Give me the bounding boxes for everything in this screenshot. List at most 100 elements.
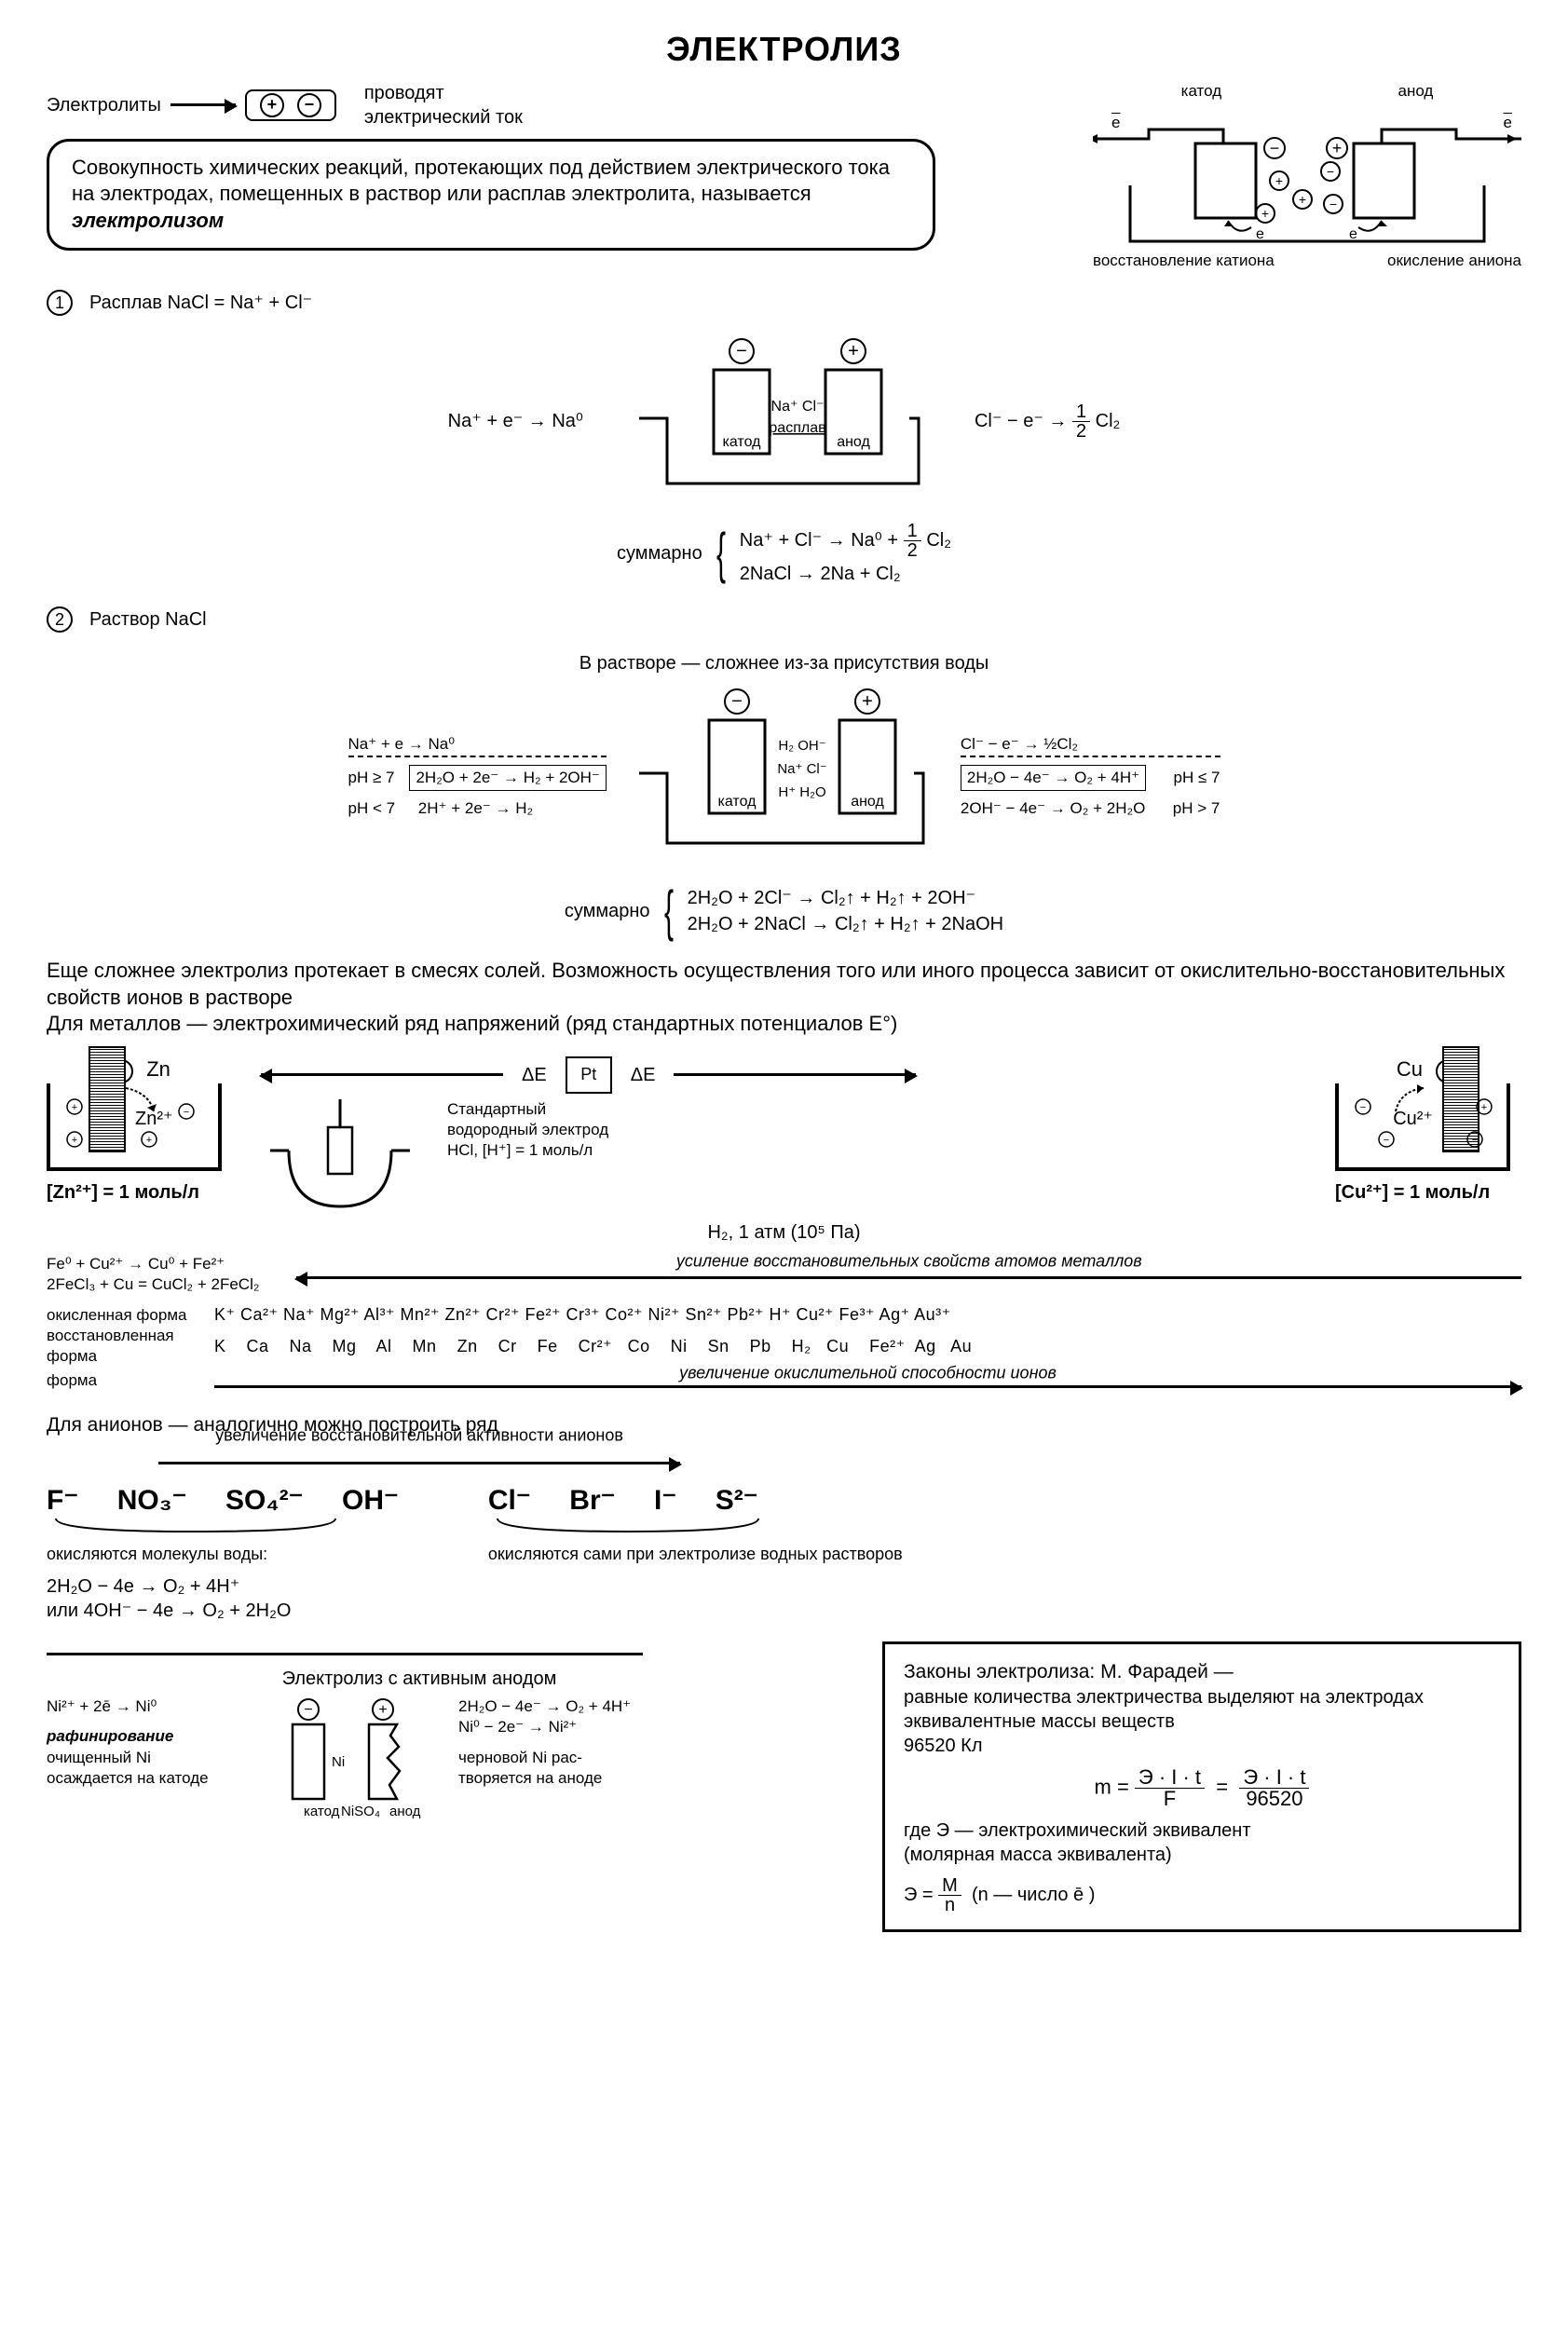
svg-text:H⁺ H₂O: H⁺ H₂O <box>778 784 825 800</box>
svg-text:e: e <box>1256 226 1264 242</box>
case2-sum-stack: 2H₂O + 2Cl⁻ → Cl₂↑ + H₂↑ + 2OH⁻ 2H₂O + 2… <box>688 884 1004 938</box>
case2-sum-label: суммарно <box>565 899 650 923</box>
case1-sum-label: суммарно <box>617 541 702 565</box>
cu-conc: [Cu²⁺] = 1 моль/л <box>1335 1180 1521 1205</box>
case1-anode-eq: Cl⁻ − e⁻ → 12 Cl₂ <box>975 402 1120 441</box>
brace-icon-2: { <box>664 883 674 939</box>
para3-line2: Для металлов — электрохимический ряд нап… <box>47 1011 1521 1038</box>
conduct2: электрический ток <box>364 105 523 129</box>
conduct-text: проводят электрический ток <box>364 81 523 129</box>
case1-number-icon: 1 <box>47 290 73 316</box>
svg-text:катод: катод <box>304 1804 340 1819</box>
anion-eq2: или 4OH⁻ − 4e → O₂ + 2H₂O <box>47 1599 1521 1623</box>
case2-cath-col: Na⁺ + e → Na⁰ pH ≥ 7 2H₂O + 2e⁻ → H₂ + 2… <box>348 734 607 819</box>
pt-electrode: Pt <box>566 1056 612 1094</box>
faraday-laws-box: Законы электролиза: М. Фарадей — равные … <box>882 1641 1521 1931</box>
laws-line1: равные количества электричества выделяют… <box>904 1685 1500 1734</box>
laws-line2b: (молярная масса эквивалента) <box>904 1843 1500 1867</box>
svg-text:анод: анод <box>389 1804 421 1819</box>
svg-text:Na⁺ Cl⁻: Na⁺ Cl⁻ <box>777 761 826 777</box>
anion-section: Для анионов — аналогично можно построить… <box>47 1412 1521 1624</box>
e-bar-right: e <box>1504 113 1512 133</box>
svg-text:−: − <box>1360 1102 1366 1113</box>
case2-title: Раствор NaCl <box>89 607 207 632</box>
case2-caption: В растворе — сложнее из-за присутствия в… <box>47 651 1521 675</box>
definition-text: Совокупность химических реакций, протека… <box>72 156 890 206</box>
svg-text:+: + <box>1332 139 1343 157</box>
laws-const: 96520 Кл <box>904 1734 1500 1758</box>
svg-text:+: + <box>862 691 873 712</box>
svg-text:+: + <box>1261 206 1269 221</box>
definition-box: Совокупность химических реакций, протека… <box>47 139 935 251</box>
svg-text:−: − <box>1270 139 1280 157</box>
cu-cell: Cu − Cu²⁺ − − − + [Cu²⁺] = 1 моль/л <box>1335 1056 1521 1205</box>
active-anode-title: Электролиз с активным анодом <box>47 1667 792 1691</box>
case2-cell: − + катод анод H₂ OH⁻ Na⁺ Cl⁻ H⁺ H₂O <box>634 685 933 868</box>
laws-line2: где Э — электрохимический эквивалент <box>904 1818 1500 1843</box>
svg-text:анод: анод <box>851 794 884 810</box>
case1-sum-stack: Na⁺ + Cl⁻ → Na⁰ + 12 Cl₂ 2NaCl → 2Na + C… <box>740 520 951 588</box>
top-row: Электролиты + − проводят электрический т… <box>47 81 1521 271</box>
page-title: ЭЛЕКТРОЛИЗ <box>47 28 1521 72</box>
svg-text:−: − <box>1384 1135 1389 1146</box>
arrow-icon <box>170 103 236 106</box>
electrolytes-label: Электролиты <box>47 93 161 117</box>
metal-series-row: + Zn Zn²⁺ + + + − [Zn²⁺] = 1 моль/л ΔE P… <box>47 1056 1521 1245</box>
series-bottom: Fe⁰ + Cu²⁺ → Cu⁰ + Fe²⁺ 2FeCl₃ + Cu = Cu… <box>47 1254 1521 1394</box>
zn-cell: + Zn Zn²⁺ + + + − [Zn²⁺] = 1 моль/л <box>47 1056 233 1205</box>
svg-text:−: − <box>736 341 747 361</box>
case1-cell: − + катод анод Na⁺ Cl⁻ расплав <box>630 334 928 509</box>
case2-an-col: Cl⁻ − e⁻ → ½Cl₂ 2H₂O − 4e⁻ → O₂ + 4H⁺ pH… <box>961 734 1220 819</box>
svg-text:−: − <box>1327 164 1334 179</box>
mixture-paragraph: Еще сложнее электролиз протекает в смеся… <box>47 958 1521 1038</box>
active-anode-block: Электролиз с активным анодом Ni²⁺ + 2ē →… <box>47 1641 792 1833</box>
minus-icon: − <box>297 93 321 117</box>
svg-text:анод: анод <box>837 434 870 450</box>
reduction-label: восстановление катиона <box>1093 251 1275 271</box>
cell-diagram-top: катод анод − + + − + <box>1093 81 1521 271</box>
svg-text:+: + <box>72 1135 77 1146</box>
svg-text:NiSO₄: NiSO₄ <box>341 1804 380 1819</box>
case2-number-icon: 2 <box>47 606 73 633</box>
svg-text:+: + <box>378 1702 387 1718</box>
ni-diagram: − + Ni катод NiSO₄ анод <box>257 1696 443 1833</box>
svg-text:+: + <box>72 1102 77 1113</box>
svg-text:+: + <box>1299 192 1306 207</box>
bottom-row: Электролиз с активным анодом Ni²⁺ + 2ē →… <box>47 1641 1521 1931</box>
catlabel: катод <box>722 434 761 450</box>
case1-title: Расплав NaCl = Na⁺ + Cl⁻ <box>89 291 312 315</box>
svg-text:Ni: Ni <box>332 1754 345 1770</box>
svg-text:−: − <box>1472 1135 1478 1146</box>
anion-eq1: 2H₂O − 4e → O₂ + 4H⁺ <box>47 1574 1521 1599</box>
definition-emphasis: электролизом <box>72 209 224 232</box>
svg-text:e: e <box>1349 226 1357 242</box>
para3-line1: Еще сложнее электролиз протекает в смеся… <box>47 958 1521 1011</box>
svg-text:расплав: расплав <box>769 420 825 436</box>
ox-form-label: окисленная форма <box>47 1305 205 1326</box>
plus-icon: + <box>260 93 284 117</box>
cell-svg: − + + − + − + e e <box>1093 102 1521 251</box>
svg-text:−: − <box>1329 197 1337 211</box>
oxidized-ions-row: K⁺ Ca²⁺ Na⁺ Mg²⁺ Al³⁺ Mn²⁺ Zn²⁺ Cr²⁺ Fe²… <box>214 1304 951 1326</box>
series-middle: ΔE Pt ΔE Стандартный водородный электрод… <box>261 1056 1307 1245</box>
case-1: 1 Расплав NaCl = Na⁺ + Cl⁻ Na⁺ + e⁻ → Na… <box>47 290 1521 588</box>
svg-text:+: + <box>1481 1102 1487 1113</box>
red-form-label: восстановленная форма <box>47 1326 205 1367</box>
anode-label-top: анод <box>1398 81 1433 102</box>
ion-box: + − <box>245 89 336 121</box>
svg-text:−: − <box>731 691 743 712</box>
anion-group-1: F⁻ NO₃⁻ SO₄²⁻ OH⁻ окисляются молекулы во… <box>47 1482 432 1565</box>
laws-title: Законы электролиза: М. Фарадей — <box>904 1661 1234 1682</box>
svg-text:H₂ OH⁻: H₂ OH⁻ <box>778 738 825 754</box>
h2-conditions: H₂, 1 атм (10⁵ Па) <box>261 1220 1307 1245</box>
case-2: 2 Раствор NaCl В растворе — сложнее из-з… <box>47 606 1521 939</box>
zn-conc: [Zn²⁺] = 1 моль/л <box>47 1180 233 1205</box>
svg-text:+: + <box>1275 173 1283 188</box>
conduct1: проводят <box>364 81 523 105</box>
svg-text:Na⁺ Cl⁻: Na⁺ Cl⁻ <box>771 399 825 415</box>
fe-cu-eq1: Fe⁰ + Cu²⁺ → Cu⁰ + Fe²⁺ <box>47 1254 259 1274</box>
oxidation-label: окисление аниона <box>1387 251 1521 271</box>
anion-group-2: Cl⁻ Br⁻ I⁻ S²⁻ окисляются сами при элект… <box>488 1482 903 1565</box>
cathode-label-top: катод <box>1181 81 1222 102</box>
reduced-atoms-row: K Ca Na Mg Al Mn Zn Cr Fe Cr²⁺ Co Ni Sn … <box>214 1336 972 1357</box>
